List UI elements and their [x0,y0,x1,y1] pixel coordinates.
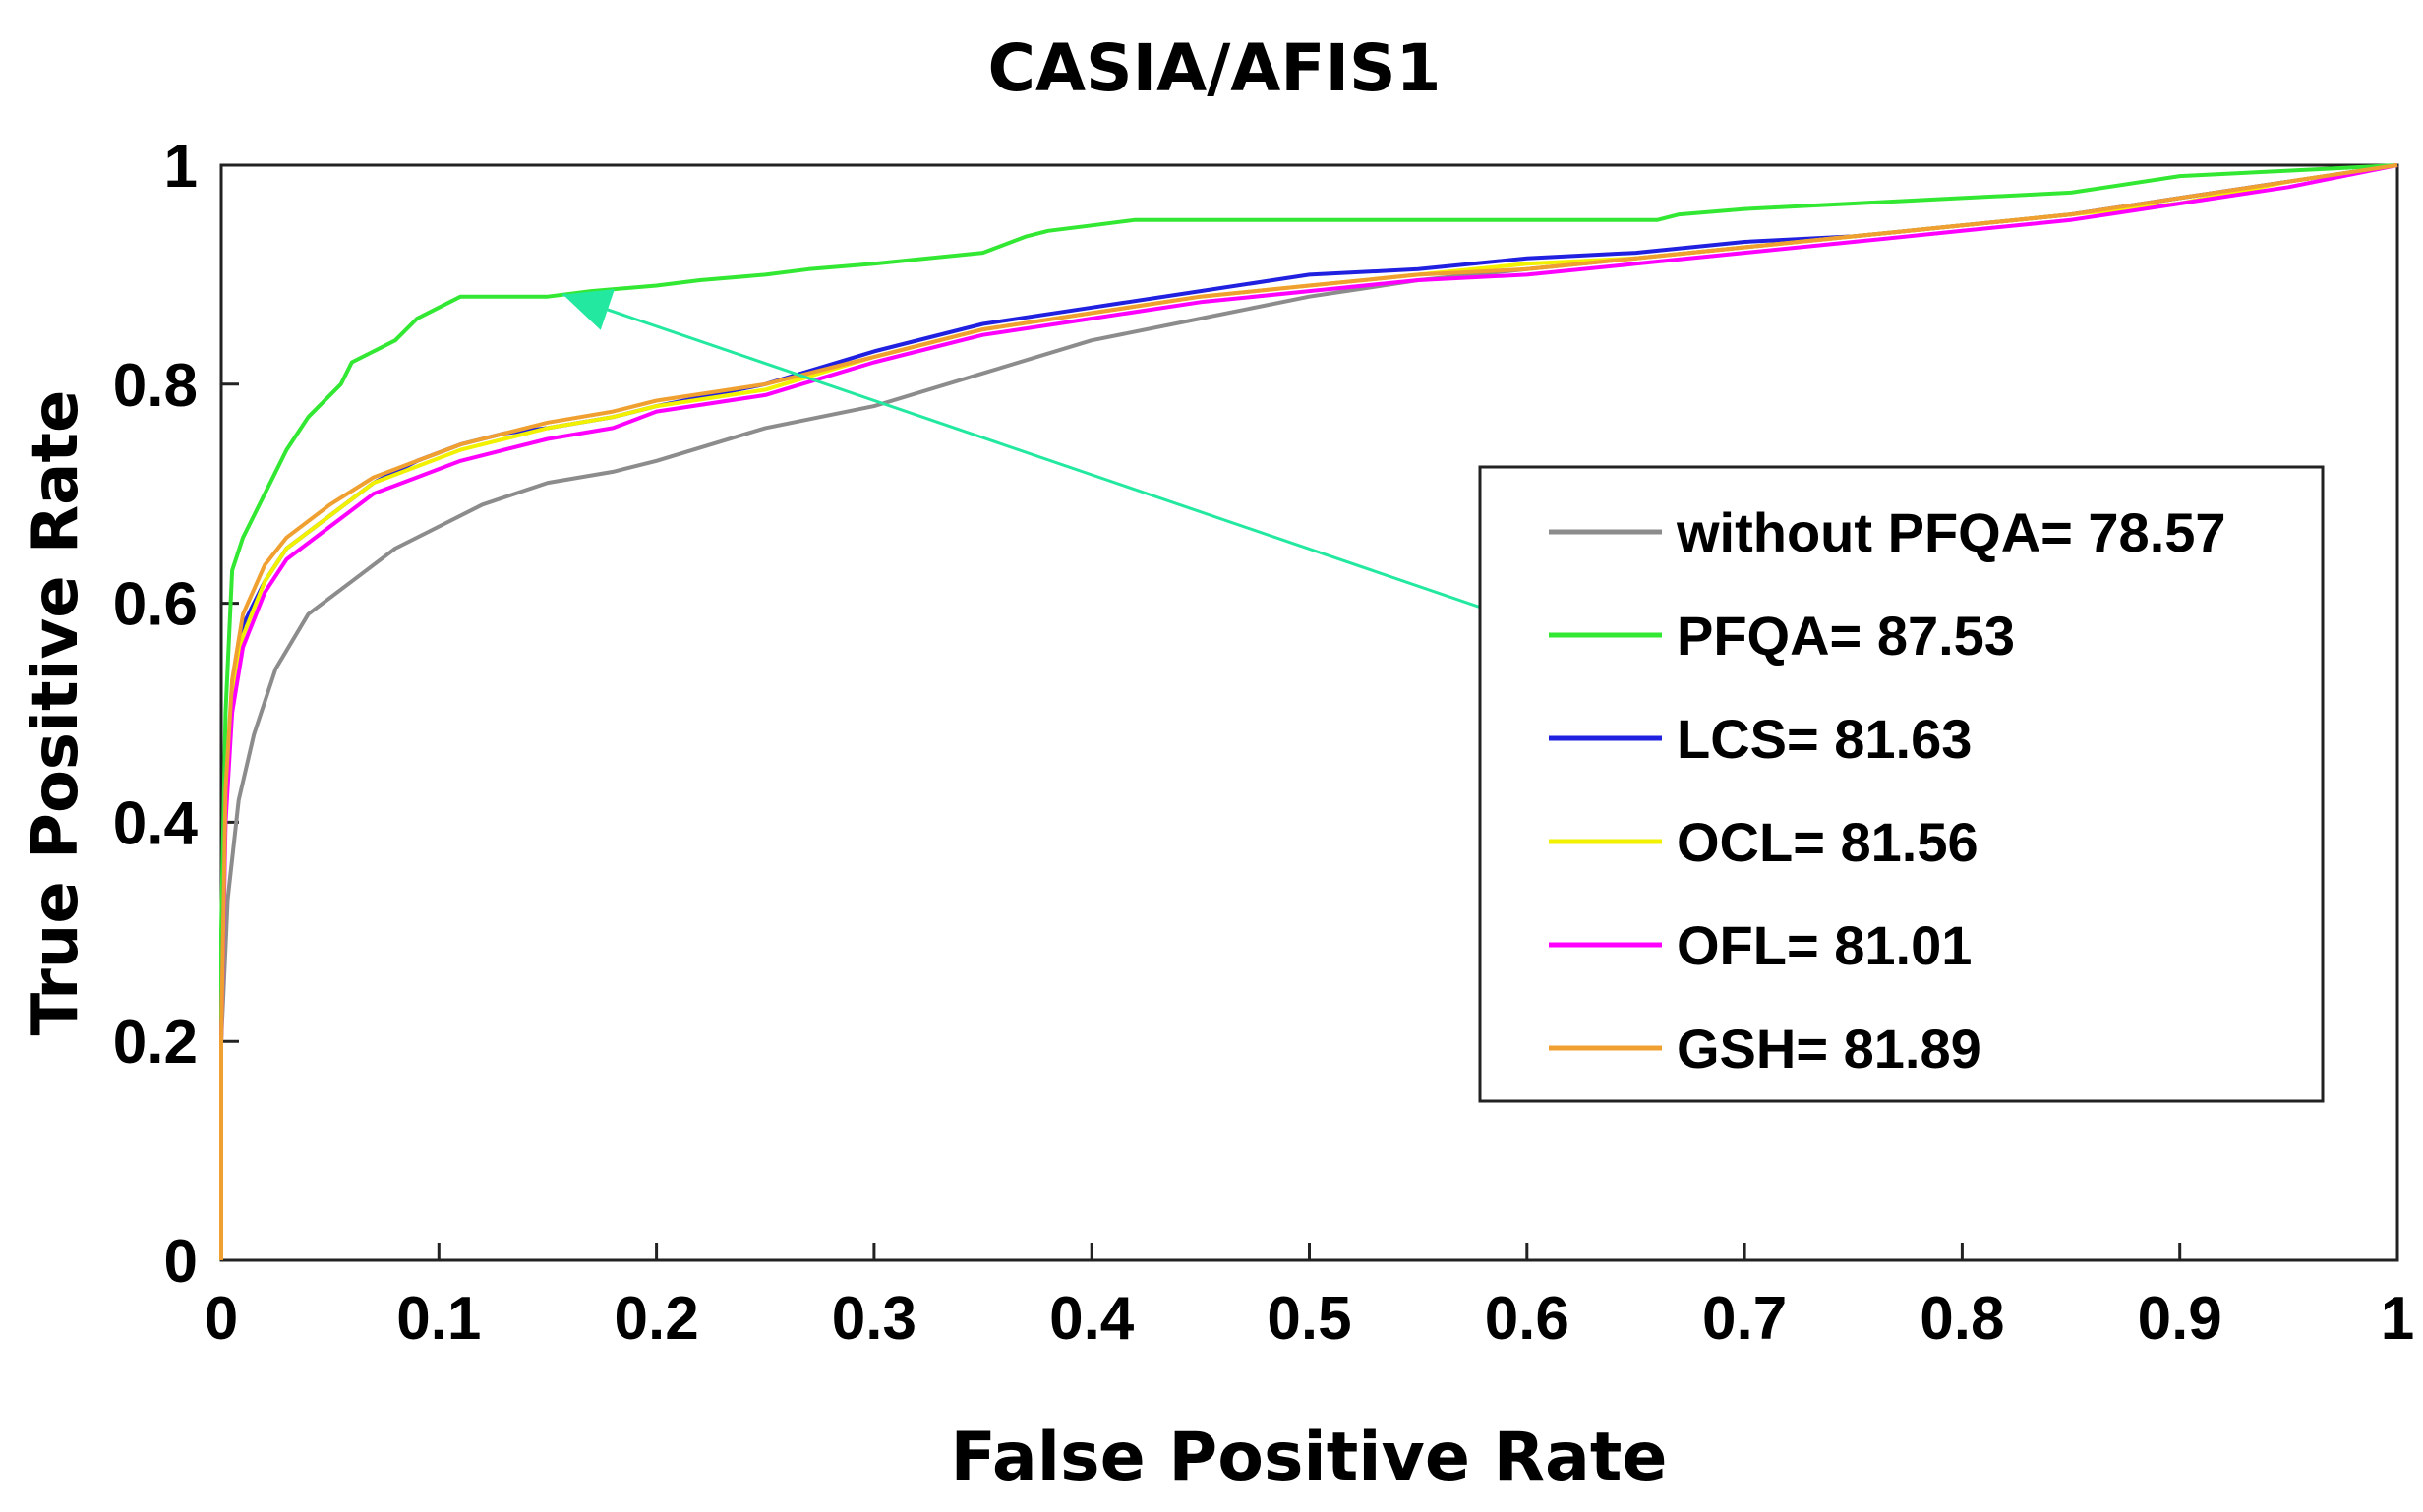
annotation-arrow-line [561,293,1543,630]
series-line-gsh [219,163,2398,1260]
x-tick-label: 0.3 [832,1285,916,1353]
series-line-ofl [219,163,2398,1260]
x-tick-label: 0.6 [1485,1285,1569,1353]
x-tick-label: 1 [2381,1285,2414,1353]
x-axis-ticks: 0 0.1 0.2 0.3 0.4 0.5 0.6 0.7 0.8 0.9 1 [205,1243,2414,1353]
y-tick-label: 0 [164,1228,198,1296]
legend-label-without-pfqa: without PFQA= 78.57 [1676,501,2226,563]
y-tick-label: 0.8 [113,352,198,420]
x-tick-label: 0.2 [614,1285,698,1353]
annotation-arrow-head [562,289,615,330]
y-tick-label: 1 [164,133,198,201]
x-tick-label: 0.5 [1267,1285,1351,1353]
chart-title: CASIA/AFIS1 [988,30,1442,106]
legend-label-lcs: LCS= 81.63 [1677,708,1972,770]
legend-items: without PFQA= 78.57 PFQA= 87.53 LCS= 81.63… [1549,501,2226,1079]
legend: without PFQA= 78.57 PFQA= 87.53 LCS= 81.63… [1478,465,2325,1103]
y-axis-ticks: 0 0.2 0.4 0.6 0.8 1 [113,133,239,1296]
legend-label-ocl: OCL= 81.56 [1677,811,1979,873]
legend-box [1478,465,2325,1103]
x-tick-label: 0 [205,1285,238,1353]
legend-label-pfqa: PFQA= 87.53 [1677,605,2015,667]
x-tick-label: 0.4 [1049,1285,1135,1353]
y-tick-label: 0.4 [113,789,199,857]
x-tick-label: 0.7 [1702,1285,1787,1353]
legend-label-gsh: GSH= 81.89 [1677,1018,1981,1079]
y-axis-label: True Positive Rate [20,390,92,1036]
x-tick-label: 0.1 [396,1285,481,1353]
x-axis-label: False Positive Rate [950,1419,1667,1496]
y-tick-label: 0.2 [113,1009,198,1076]
series-line-pfqa [219,163,2398,1260]
series-layer [219,163,2398,1260]
x-tick-label: 0.9 [2138,1285,2222,1353]
x-tick-label: 0.8 [1920,1285,2004,1353]
legend-label-ofl: OFL= 81.01 [1677,914,1972,976]
y-tick-label: 0.6 [113,571,198,639]
